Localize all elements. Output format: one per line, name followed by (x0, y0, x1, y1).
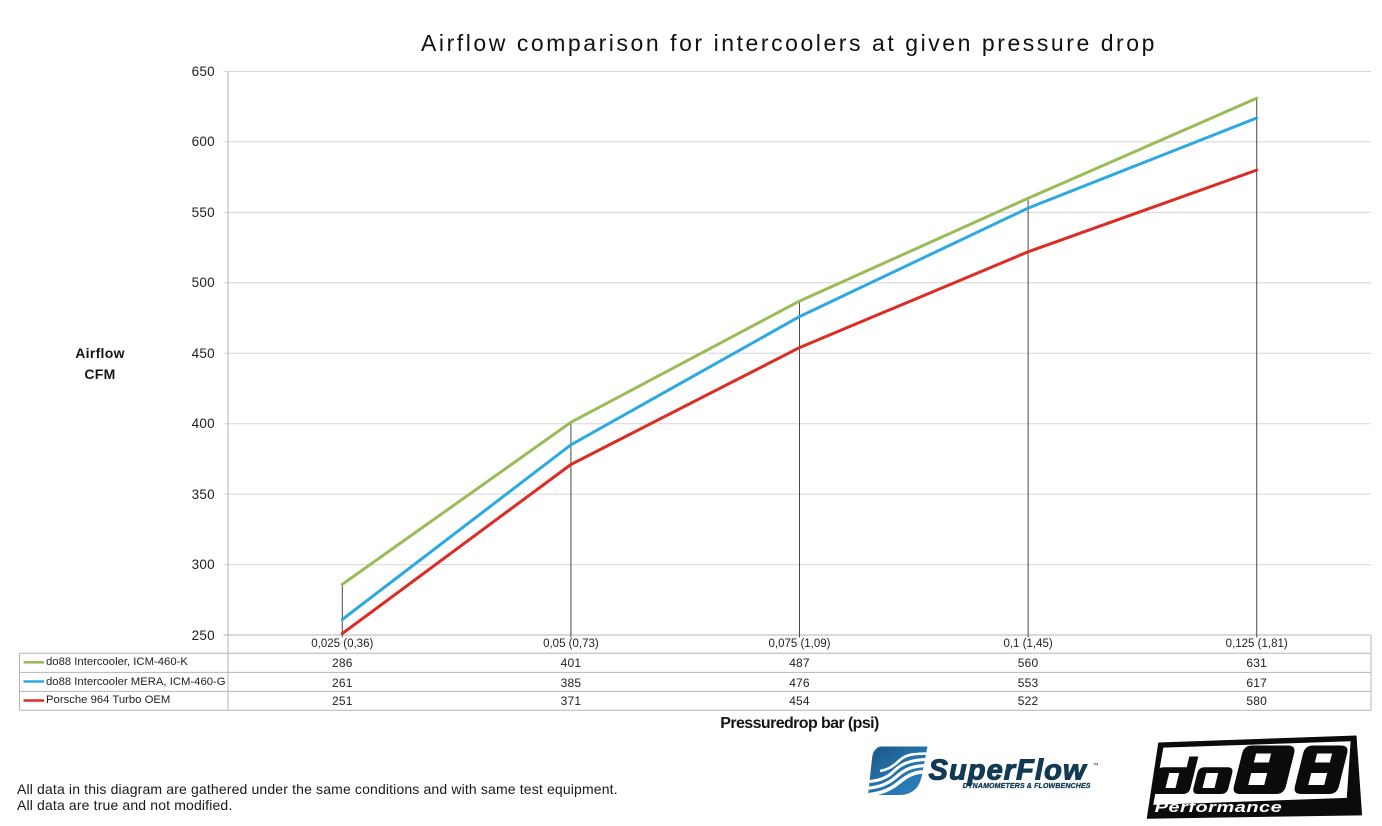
svg-text:DYNAMOMETERS & FLOWBENCHES: DYNAMOMETERS & FLOWBENCHES (963, 783, 1091, 790)
svg-text:SuperFlow: SuperFlow (929, 755, 1088, 787)
svg-text:™: ™ (1093, 762, 1099, 769)
svg-text:Performance: Performance (1155, 798, 1283, 815)
